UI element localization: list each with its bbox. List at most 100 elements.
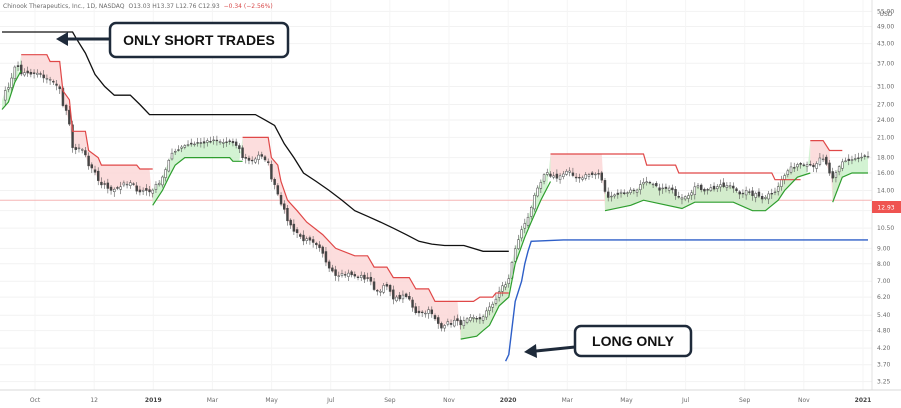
candle-body (571, 172, 575, 176)
x-tick-label: Sep (739, 397, 751, 404)
candle-body (600, 172, 603, 181)
candle-body (327, 261, 331, 269)
x-tick-label: May (265, 397, 278, 404)
candle-body (122, 182, 126, 186)
x-tick-label: 2020 (500, 397, 517, 404)
candle-body (562, 173, 565, 177)
candle-body (395, 296, 398, 302)
candle-body (337, 275, 340, 277)
candle-body (167, 160, 170, 172)
candle-body (530, 207, 533, 217)
candle-body (690, 192, 693, 196)
trailing-stop-up (460, 181, 552, 340)
candle-body (693, 186, 697, 195)
long-only-callout-text: LONG ONLY (592, 333, 675, 349)
candle-body (360, 275, 363, 278)
candle-body (414, 306, 417, 314)
candle-body (247, 157, 251, 161)
candle-body (661, 187, 664, 190)
candle-body (802, 164, 806, 166)
candle-body (857, 157, 860, 159)
candle-body (597, 173, 600, 175)
candle-body (366, 277, 369, 279)
candle-body (581, 177, 584, 180)
candle-body (177, 149, 180, 151)
candle-body (3, 90, 7, 101)
y-tick-label: 31.00 (877, 83, 894, 90)
candle-body (683, 196, 687, 200)
candle-body (173, 150, 177, 153)
candle-body (7, 87, 10, 90)
candle-body (677, 196, 680, 198)
candle-body (119, 186, 122, 190)
candle-body (533, 195, 536, 210)
y-tick-label: 55.00 (877, 8, 894, 15)
callout-arrow-shaft (535, 345, 576, 353)
candle-body (202, 141, 206, 144)
candle-body (263, 156, 267, 161)
candle-body (135, 185, 138, 192)
candle-body (433, 315, 437, 320)
candle-body (154, 183, 158, 190)
candle-body (379, 290, 382, 293)
candle-body (465, 318, 469, 323)
candle-body (420, 311, 424, 314)
candle-body (55, 83, 58, 86)
candle-body (292, 223, 296, 232)
candle-body (738, 191, 741, 195)
callout-arrow-head (524, 344, 537, 358)
candle-body (225, 141, 228, 143)
candle-body (183, 145, 187, 148)
candle-body (671, 187, 674, 191)
candle-body (809, 164, 812, 166)
y-tick-label: 3.25 (877, 379, 891, 386)
candle-body (279, 195, 283, 205)
candle-body (23, 72, 26, 76)
candle-body (831, 171, 834, 179)
x-tick-label: Jul (326, 397, 335, 404)
candle-body (645, 181, 648, 183)
y-tick-label: 10.50 (877, 225, 894, 232)
candle-body (619, 191, 623, 194)
trailing-stop-up (152, 157, 243, 206)
candle-body (436, 317, 440, 324)
currency-label: USD (880, 11, 893, 18)
candle-body (308, 237, 312, 241)
candle-body (815, 163, 818, 169)
candle-body (706, 189, 709, 191)
candle-body (719, 184, 722, 188)
candle-body (828, 162, 831, 174)
candle-body (590, 172, 594, 175)
candle-body (517, 239, 520, 249)
candle-body (818, 157, 822, 165)
candle-body (90, 164, 94, 169)
candle-body (141, 189, 145, 192)
candle-body (196, 142, 199, 144)
candle-body (385, 284, 389, 287)
candle-body (610, 195, 613, 198)
candle-body (558, 175, 562, 180)
candle-body (712, 185, 716, 190)
trailing-stop-down (242, 136, 509, 302)
candle-body (539, 182, 543, 189)
candle-body (29, 71, 33, 75)
candle-body (741, 192, 745, 195)
candle-body (100, 181, 103, 186)
candle-body (587, 174, 591, 177)
candle-body (786, 170, 790, 175)
candle-body (481, 316, 485, 321)
symbol-text: Chinook Therapeutics, Inc., 1D, NASDAQ (3, 3, 125, 10)
candle-body (821, 158, 825, 161)
candle-body (350, 271, 353, 276)
y-tick-label: 5.40 (877, 312, 891, 319)
candle-body (356, 276, 360, 278)
candle-body (725, 185, 729, 188)
candle-body (13, 66, 17, 79)
candle-body (485, 310, 488, 318)
candle-body (331, 267, 334, 272)
candle-body (392, 289, 395, 300)
candle-body (276, 185, 280, 195)
candle-body (369, 276, 373, 282)
trailing-stop-down (810, 140, 843, 152)
